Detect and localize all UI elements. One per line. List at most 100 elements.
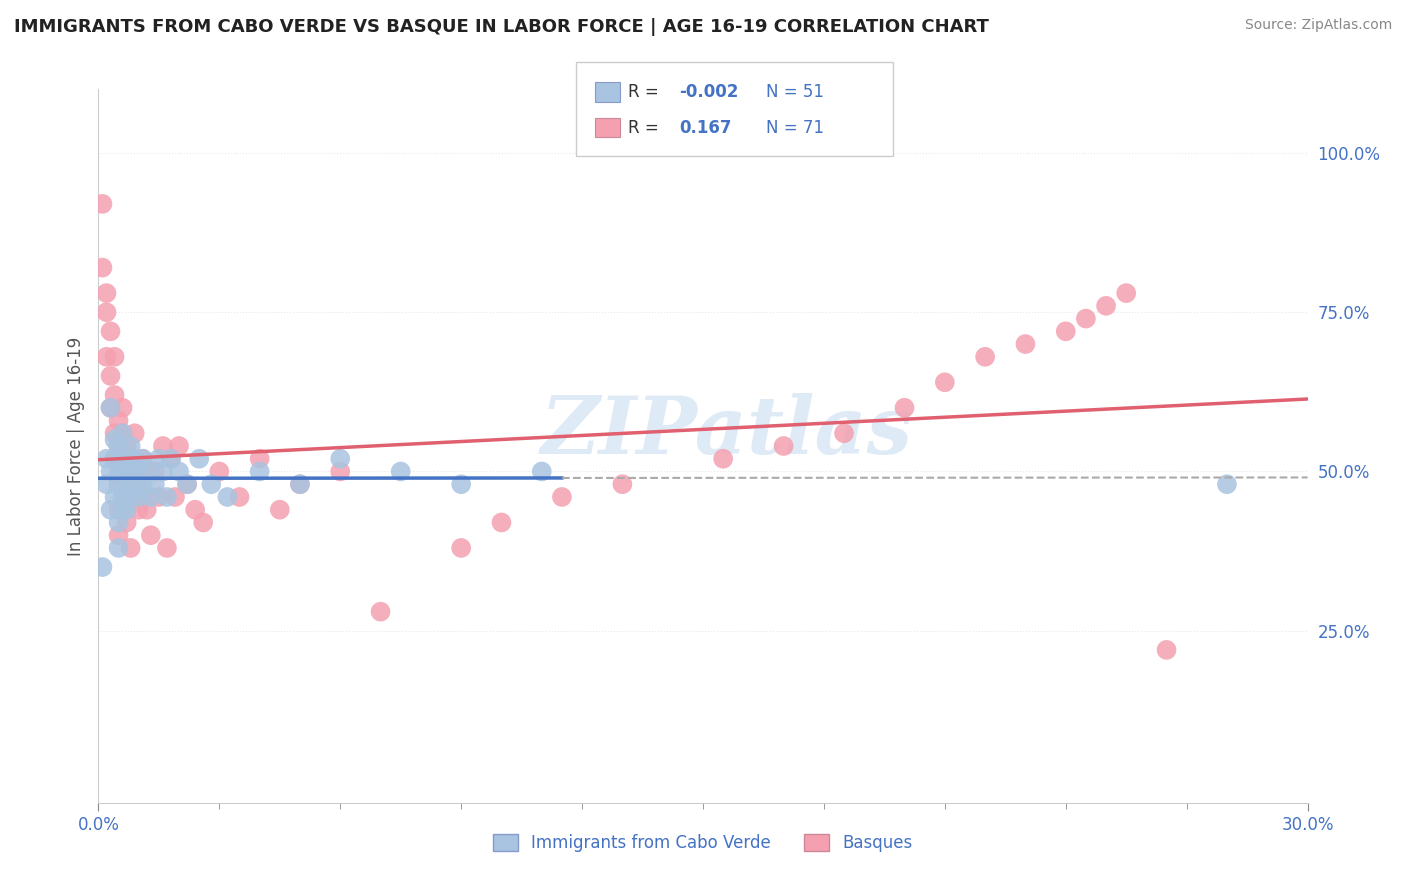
- Point: [107, 502, 129, 516]
- Point: [103, 426, 125, 441]
- Point: [111, 465, 134, 479]
- Point: [107, 439, 129, 453]
- Point: [132, 451, 155, 466]
- Point: [124, 490, 146, 504]
- Point: [120, 439, 142, 453]
- Point: [96, 451, 118, 466]
- Point: [132, 477, 155, 491]
- Point: [107, 528, 129, 542]
- Point: [148, 451, 170, 466]
- Point: [1095, 299, 1118, 313]
- Point: [530, 465, 553, 479]
- Point: [115, 439, 138, 453]
- Point: [156, 490, 179, 504]
- Point: [111, 426, 134, 441]
- Point: [1054, 324, 1077, 338]
- Point: [1156, 643, 1178, 657]
- Point: [711, 451, 734, 466]
- Point: [128, 490, 150, 504]
- Point: [128, 502, 150, 516]
- Point: [111, 490, 134, 504]
- Point: [772, 439, 794, 453]
- Point: [450, 541, 472, 555]
- Text: R =: R =: [628, 119, 665, 136]
- Point: [115, 465, 138, 479]
- Point: [491, 516, 513, 530]
- Point: [128, 477, 150, 491]
- Point: [139, 528, 162, 542]
- Point: [188, 451, 211, 466]
- Point: [450, 477, 472, 491]
- Point: [329, 465, 352, 479]
- Point: [96, 477, 118, 491]
- Point: [974, 350, 997, 364]
- Point: [111, 451, 134, 466]
- Point: [103, 350, 125, 364]
- Point: [100, 324, 122, 338]
- Point: [107, 541, 129, 555]
- Text: R =: R =: [628, 83, 665, 101]
- Point: [329, 451, 352, 466]
- Point: [115, 502, 138, 516]
- Point: [143, 465, 166, 479]
- Point: [115, 465, 138, 479]
- Text: IMMIGRANTS FROM CABO VERDE VS BASQUE IN LABOR FORCE | AGE 16-19 CORRELATION CHAR: IMMIGRANTS FROM CABO VERDE VS BASQUE IN …: [14, 18, 988, 36]
- Point: [124, 451, 146, 466]
- Point: [132, 451, 155, 466]
- Point: [135, 465, 157, 479]
- Point: [96, 286, 118, 301]
- Point: [124, 465, 146, 479]
- Point: [160, 451, 183, 466]
- Point: [100, 401, 122, 415]
- Point: [115, 516, 138, 530]
- Point: [934, 376, 956, 390]
- Point: [139, 490, 162, 504]
- Point: [103, 433, 125, 447]
- Point: [100, 401, 122, 415]
- Point: [103, 388, 125, 402]
- Point: [107, 477, 129, 491]
- Point: [370, 605, 392, 619]
- Legend: Immigrants from Cabo Verde, Basques: Immigrants from Cabo Verde, Basques: [486, 827, 920, 859]
- Point: [103, 451, 125, 466]
- Text: Source: ZipAtlas.com: Source: ZipAtlas.com: [1244, 18, 1392, 32]
- Point: [612, 477, 634, 491]
- Point: [208, 465, 231, 479]
- Point: [124, 426, 146, 441]
- Point: [111, 477, 134, 491]
- Point: [163, 490, 186, 504]
- Text: N = 71: N = 71: [766, 119, 824, 136]
- Point: [200, 477, 222, 491]
- Point: [1014, 337, 1036, 351]
- Point: [120, 451, 142, 466]
- Point: [135, 502, 157, 516]
- Point: [111, 401, 134, 415]
- Point: [96, 305, 118, 319]
- Point: [269, 502, 291, 516]
- Point: [288, 477, 311, 491]
- Point: [128, 465, 150, 479]
- Point: [156, 541, 179, 555]
- Point: [100, 368, 122, 383]
- Point: [288, 477, 311, 491]
- Point: [91, 260, 114, 275]
- Point: [217, 490, 239, 504]
- Point: [551, 490, 574, 504]
- Point: [120, 541, 142, 555]
- Point: [100, 502, 122, 516]
- Point: [91, 197, 114, 211]
- Point: [107, 439, 129, 453]
- Point: [111, 502, 134, 516]
- Point: [120, 477, 142, 491]
- Point: [228, 490, 250, 504]
- Point: [132, 490, 155, 504]
- Point: [100, 465, 122, 479]
- Point: [167, 439, 190, 453]
- Point: [152, 439, 174, 453]
- Point: [124, 477, 146, 491]
- Point: [111, 426, 134, 441]
- Point: [249, 451, 271, 466]
- Point: [193, 516, 215, 530]
- Point: [176, 477, 198, 491]
- Point: [103, 451, 125, 466]
